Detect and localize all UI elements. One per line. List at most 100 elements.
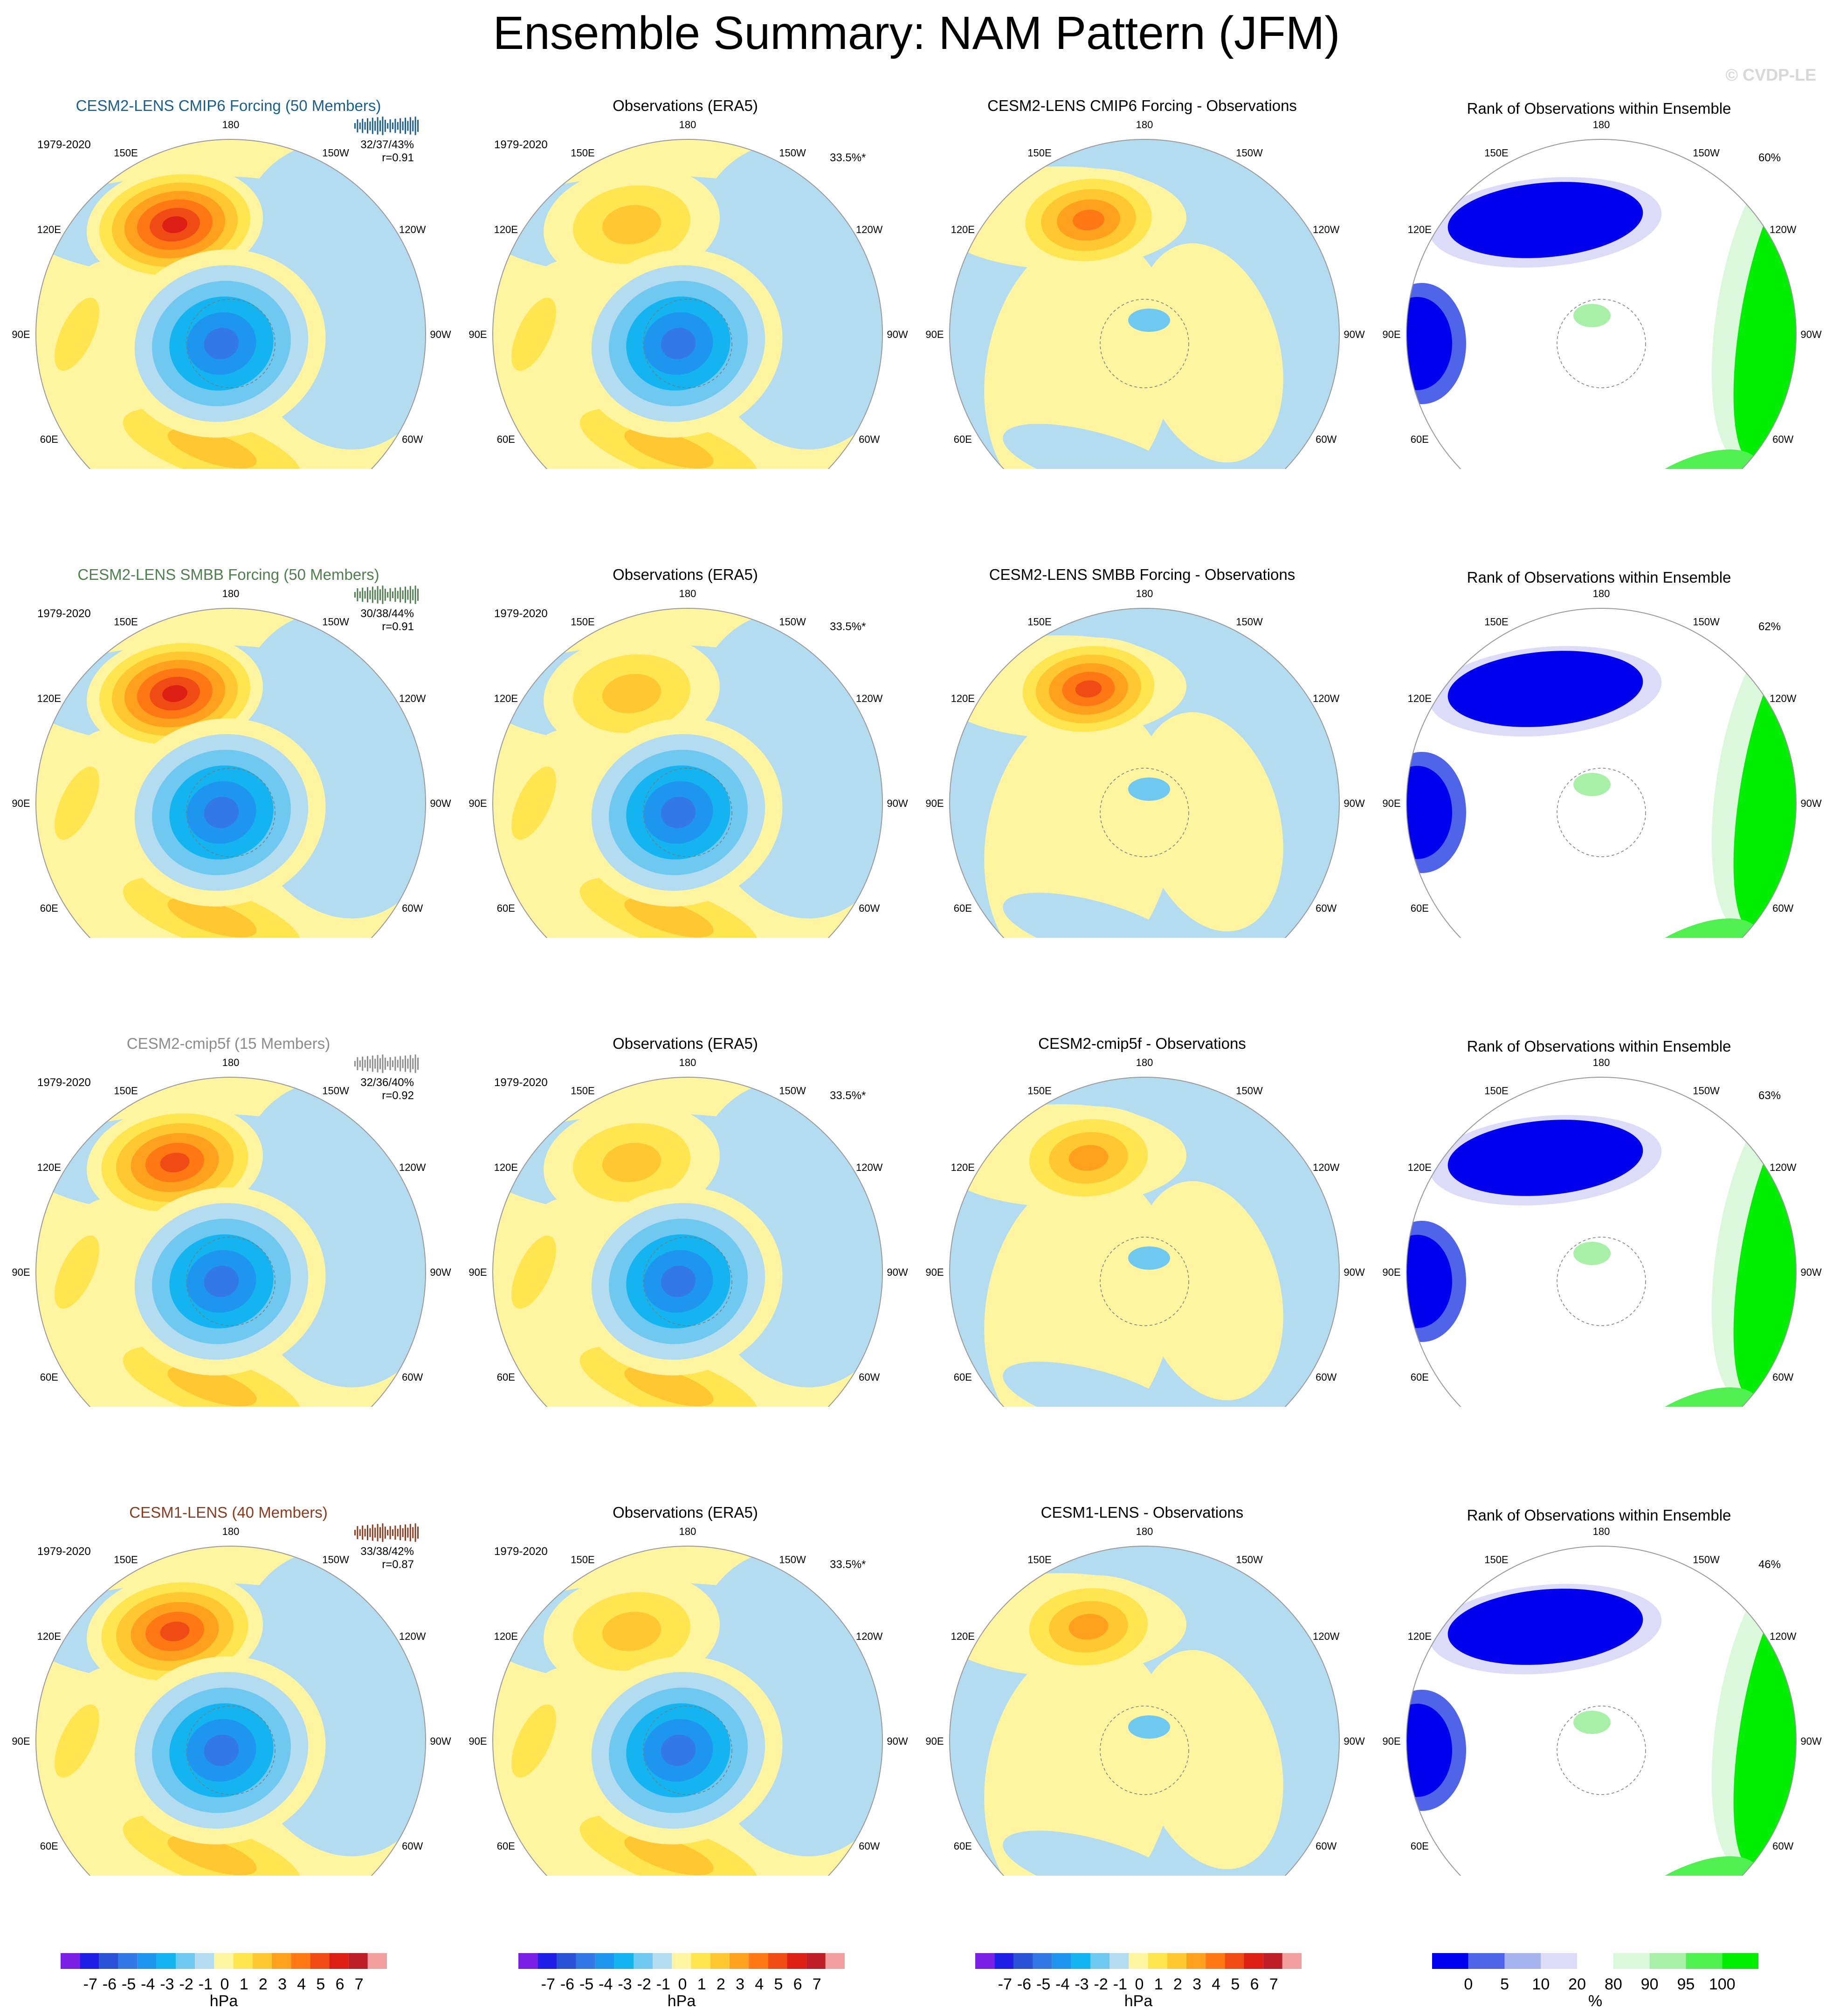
arctic-coastline [1100, 1706, 1189, 1795]
longitude-label: 120E [951, 224, 975, 235]
period-label: 1979-2020 [37, 607, 91, 620]
colorbar-swatch [61, 1953, 80, 1969]
american-high-level-2 [511, 297, 556, 371]
map-boundary [949, 1546, 1340, 1876]
colorbar-2: -7 -6 -5 -4 -3 -2 -1 0 1 2 3 4 5 6 7 hPa [518, 1953, 845, 2009]
spread-tick [357, 588, 358, 602]
spread-tick [417, 120, 419, 132]
longitude-label: 60E [1411, 1840, 1429, 1852]
spread-tick [402, 1528, 404, 1537]
arctic-coastline [643, 1706, 732, 1795]
arctic-low-level-6 [661, 797, 696, 828]
colorbar-swatch [537, 1953, 557, 1969]
longitude-label: 150E [1484, 1554, 1508, 1565]
longitude-label: 60E [40, 1840, 58, 1852]
colorbar-swatch [768, 1953, 787, 1969]
longitude-label: 90W [1800, 1735, 1821, 1747]
spread-tick [387, 592, 389, 598]
longitude-label: 150W [1236, 616, 1263, 627]
colorbar-tick-label: 6 [1250, 1975, 1259, 1993]
spread-tick [400, 1525, 401, 1541]
longitude-label: 120E [37, 693, 61, 704]
colorbar-swatch [99, 1953, 118, 1969]
spread-tick [412, 1058, 414, 1069]
diff-arctic-low [1128, 778, 1170, 801]
panel-obs-row-2: 180150E120E90E60E30E030W60W90W120W150WOb… [457, 469, 914, 938]
colorbar-tick-label: 6 [793, 1975, 802, 1993]
longitude-label: 150W [322, 147, 349, 158]
longitude-label: 180 [1593, 588, 1610, 599]
figure-title: Ensemble Summary: NAM Pattern (JFM) [493, 7, 1340, 59]
longitude-label: 150E [1027, 1085, 1051, 1096]
diff-pacific-high-level-4 [1068, 1145, 1109, 1171]
longitude-label: 120W [856, 693, 883, 704]
colorbar-tick-label: 20 [1568, 1975, 1586, 1993]
longitude-label: 90W [430, 798, 451, 809]
spread-tick [397, 122, 399, 130]
colorbar-tick-label: -1 [199, 1975, 213, 1993]
longitude-label: 180 [1136, 588, 1153, 599]
longitude-label: 90W [1800, 798, 1821, 809]
map-boundary [35, 608, 426, 938]
spread-tick [374, 1059, 376, 1069]
spread-tick [359, 591, 361, 599]
spread-tick [407, 590, 409, 600]
spread-tick [359, 1529, 361, 1536]
diff-arctic-low [1128, 309, 1170, 332]
colorbar-tick-label: 7 [355, 1975, 364, 1993]
colorbar-swatch [1282, 1953, 1302, 1969]
rank-pacific-low [1447, 1120, 1643, 1196]
colorbar-tick-label: -4 [141, 1975, 155, 1993]
spread-tick [367, 1056, 368, 1072]
spread-tick [414, 1054, 416, 1073]
colorbar-tick-label: 3 [1192, 1975, 1201, 1993]
longitude-label: 60W [1316, 1840, 1337, 1852]
spread-tick [405, 1524, 406, 1541]
longitude-label: 60W [1772, 902, 1793, 914]
panel-diff-row-2: 180150E120E90E60E30E030W60W90W120W150WCE… [914, 469, 1371, 938]
spread-tick [400, 587, 401, 603]
longitude-label: 90E [1382, 798, 1400, 809]
longitude-label: 90W [1344, 1735, 1364, 1747]
pacific-high-level-6 [160, 1621, 190, 1642]
rank-percent-label: 60% [1758, 151, 1781, 164]
longitude-label: 60E [954, 1371, 972, 1383]
colorbar-swatch [729, 1953, 749, 1969]
longitude-label: 90E [1382, 329, 1400, 340]
spread-tick [394, 1056, 396, 1071]
longitude-label: 180 [1593, 1526, 1610, 1537]
spread-tick [362, 1525, 364, 1540]
map-boundary [492, 139, 883, 469]
colorbar-tick-label: 1 [1154, 1975, 1163, 1993]
arctic-low-level-6 [661, 1734, 696, 1766]
spread-tick [357, 1057, 358, 1071]
panel-title: CESM2-cmip5f (15 Members) [127, 1035, 330, 1052]
pacific-high-level-7 [162, 685, 187, 702]
colorbar-swatch [214, 1953, 234, 1969]
longitude-label: 90E [12, 798, 30, 809]
longitude-label: 180 [1593, 119, 1610, 131]
colorbar-swatch [1186, 1953, 1206, 1969]
american-high-level-2 [55, 297, 99, 371]
colorbar-swatch [710, 1953, 730, 1969]
spread-tick [402, 1059, 404, 1068]
longitude-label: 60W [1772, 433, 1793, 445]
spread-tick [384, 589, 386, 601]
spread-tick [389, 588, 391, 602]
colorbar-tick-label: -3 [1075, 1975, 1089, 1993]
longitude-label: 90W [1344, 1266, 1364, 1278]
colorbar-swatch [1244, 1953, 1263, 1969]
arctic-low-level-6 [204, 797, 239, 828]
longitude-label: 60E [1411, 902, 1429, 914]
atlantic-high-level-3 [624, 428, 714, 469]
colorbar-swatch [1577, 1953, 1613, 1969]
colorbar-tick-label: -5 [122, 1975, 136, 1993]
longitude-label: 120W [1770, 1631, 1797, 1642]
colorbar-swatch [1225, 1953, 1244, 1969]
colorbar-swatch [1613, 1953, 1650, 1969]
pacific-high-level-3 [602, 674, 661, 714]
colorbar-tick-label: -2 [1094, 1975, 1108, 1993]
colorbar-tick-label: -2 [637, 1975, 651, 1993]
longitude-label: 150E [571, 147, 594, 158]
spread-tick [379, 120, 381, 131]
